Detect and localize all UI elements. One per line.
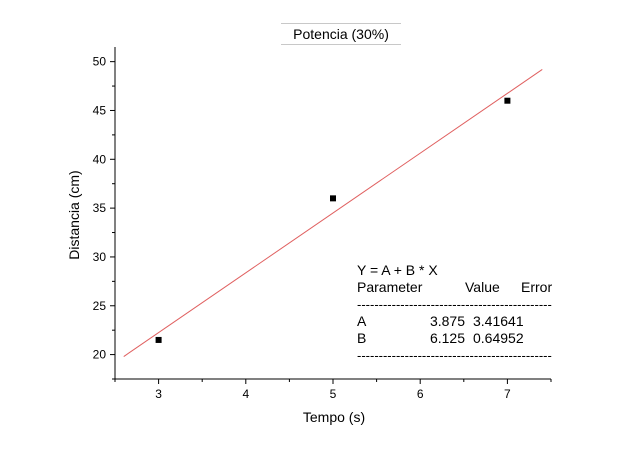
data-point xyxy=(504,97,511,104)
y-tick-label: 30 xyxy=(93,250,107,264)
x-ticks: 3 4 5 6 7 xyxy=(114,379,552,401)
data-points xyxy=(155,97,511,343)
y-tick-label: 50 xyxy=(93,55,107,69)
fit-table-header: Parameter Value Error xyxy=(357,279,552,296)
header-error: Error xyxy=(521,279,553,295)
row-a-value: 3.875 xyxy=(429,313,465,329)
fit-equation: Y = A + B * X xyxy=(357,262,552,279)
x-tick-label: 7 xyxy=(504,387,511,401)
header-value: Value xyxy=(465,279,500,295)
y-tick-label: 45 xyxy=(93,103,107,117)
data-point xyxy=(155,336,162,343)
row-b-error: 0.64952 xyxy=(473,330,524,346)
chart-title: Potencia (30%) xyxy=(281,23,401,45)
y-tick-label: 40 xyxy=(93,152,107,166)
x-tick-label: 4 xyxy=(242,387,249,401)
fit-results-table: Y = A + B * X Parameter Value Error ----… xyxy=(357,262,552,364)
x-tick-label: 5 xyxy=(330,387,337,401)
chart-title-text: Potencia (30%) xyxy=(293,26,389,42)
fit-table-separator-bottom: ----------------------------------------… xyxy=(357,348,552,363)
row-a-error: 3.41641 xyxy=(473,313,524,329)
y-tick-label: 20 xyxy=(93,348,107,362)
y-tick-label: 25 xyxy=(93,299,107,313)
x-tick-label: 3 xyxy=(155,387,162,401)
data-point xyxy=(330,195,336,202)
x-tick-label: 6 xyxy=(417,387,424,401)
fit-line xyxy=(123,69,543,357)
fit-equation-text: Y = A + B * X xyxy=(357,262,438,278)
header-parameter: Parameter xyxy=(357,279,423,295)
fit-table-row-a: A 3.875 3.41641 xyxy=(357,313,552,330)
row-b-param: B xyxy=(357,330,367,346)
y-axis-title: Distancia (cm) xyxy=(66,170,82,259)
row-b-value: 6.125 xyxy=(429,330,465,346)
fit-table-separator-top: ----------------------------------------… xyxy=(357,297,552,312)
fit-table-row-b: B 6.125 0.64952 xyxy=(357,330,552,347)
row-a-param: A xyxy=(357,313,367,329)
y-tick-label: 35 xyxy=(93,201,107,215)
x-axis-title: Tempo (s) xyxy=(303,409,365,425)
y-ticks: 20 25 30 35 40 45 50 xyxy=(93,55,115,380)
